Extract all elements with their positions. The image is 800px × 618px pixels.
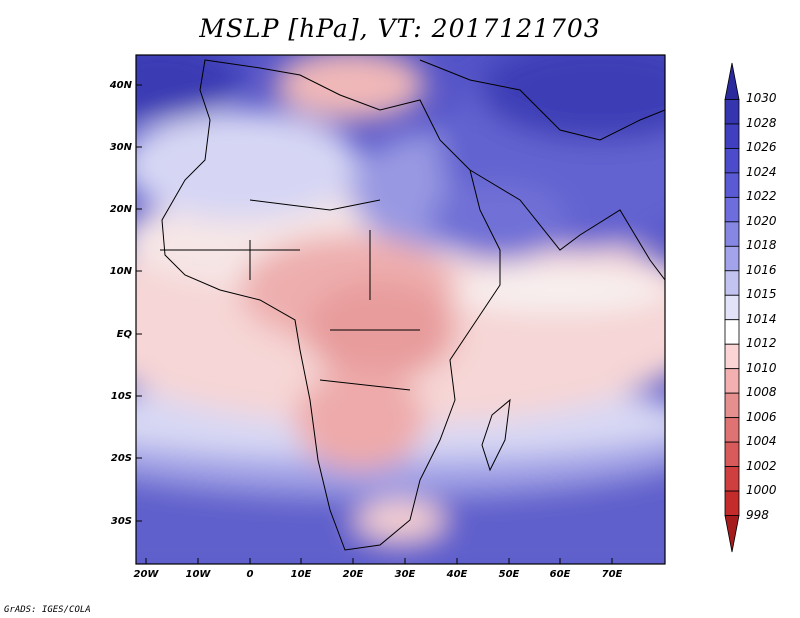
- lat-label: 30N: [109, 142, 132, 153]
- lon-label: 10W: [185, 569, 211, 580]
- colorbar-swatch: [724, 245, 740, 272]
- map-frame: [135, 54, 666, 565]
- colorbar-label: 1018: [746, 238, 777, 253]
- pressure-field: [136, 55, 665, 564]
- lon-label: 20W: [133, 569, 159, 580]
- footer-credit: GrADS: IGES/COLA: [4, 605, 91, 615]
- lat-label: 40N: [109, 80, 132, 91]
- colorbar-label: 1030: [746, 91, 777, 106]
- colorbar-label: 1000: [746, 483, 777, 498]
- colorbar-label: 998: [746, 507, 769, 522]
- lat-label: 20S: [110, 453, 132, 464]
- colorbar-label: 1022: [746, 189, 777, 204]
- colorbar-swatch: [724, 62, 740, 100]
- colorbar-swatch: [724, 343, 740, 370]
- colorbar-swatch: [724, 466, 740, 492]
- colorbar-swatch: [724, 196, 740, 223]
- lon-label: 50E: [498, 569, 520, 580]
- colorbar-swatch: [724, 294, 740, 321]
- colorbar-swatch: [724, 221, 740, 247]
- map-title: MSLP [hPa], VT: 2017121703: [199, 14, 601, 43]
- colorbar-label: 1004: [746, 434, 777, 449]
- lat-label: EQ: [116, 329, 132, 340]
- colorbar-swatch: [724, 270, 740, 296]
- coastlines: [160, 59, 665, 551]
- colorbar-label: 1015: [746, 287, 777, 302]
- lon-label: 10E: [290, 569, 312, 580]
- colorbar-swatch: [724, 392, 740, 419]
- colorbar-swatch: [724, 99, 740, 125]
- lat-label: 20N: [109, 204, 132, 215]
- colorbar-label: 1014: [746, 311, 777, 326]
- colorbar-swatch: [724, 123, 740, 149]
- colorbar: [724, 62, 740, 553]
- colorbar-swatch: [724, 490, 740, 516]
- colorbar-label: 1028: [746, 115, 777, 130]
- colorbar-swatch: [724, 172, 740, 198]
- axis-ticks: [136, 84, 613, 564]
- colorbar-label: 1026: [746, 140, 777, 155]
- colorbar-label: 1010: [746, 360, 777, 375]
- colorbar-label: 1016: [746, 262, 777, 277]
- colorbar-label: 1020: [746, 213, 777, 228]
- lat-label: 10S: [110, 391, 132, 402]
- colorbar-label: 1002: [746, 458, 777, 473]
- colorbar-swatch: [724, 148, 740, 174]
- colorbar-swatch: [724, 515, 740, 553]
- colorbar-swatch: [724, 441, 740, 467]
- colorbar-label: 1008: [746, 385, 777, 400]
- lon-label: 30E: [394, 569, 416, 580]
- lon-label: 70E: [601, 569, 623, 580]
- lon-label: 40E: [446, 569, 468, 580]
- colorbar-label: 1024: [746, 164, 777, 179]
- lat-label: 10N: [109, 266, 132, 277]
- colorbar-label: 1012: [746, 336, 777, 351]
- colorbar-swatch: [724, 417, 740, 443]
- colorbar-swatch: [724, 319, 740, 345]
- colorbar-label: 1006: [746, 409, 777, 424]
- lat-label: 30S: [110, 516, 132, 527]
- colorbar-swatch: [724, 368, 740, 394]
- lon-label: 60E: [549, 569, 571, 580]
- lon-label: 20E: [342, 569, 364, 580]
- lon-label: 0: [246, 569, 254, 580]
